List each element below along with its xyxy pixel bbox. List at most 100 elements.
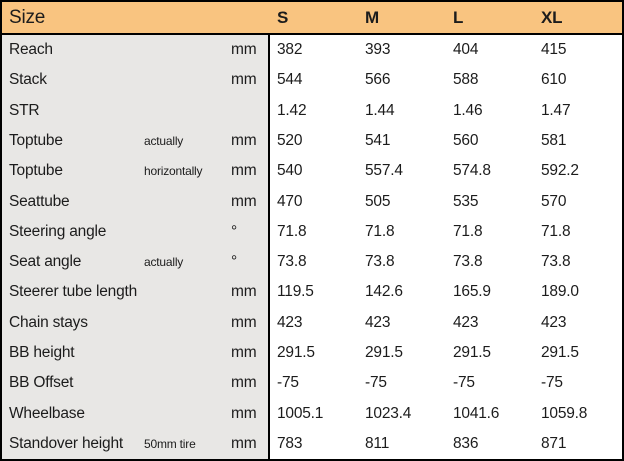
spec-value-l: 560	[446, 125, 534, 157]
spec-unit: mm	[231, 283, 257, 301]
spec-sublabel: horizontally	[144, 164, 203, 179]
spec-unit: °	[231, 253, 237, 271]
spec-value-m: 291.5	[358, 337, 446, 369]
spec-value-m: 566	[358, 65, 446, 96]
column-header-m: M	[365, 7, 379, 27]
spec-value-xl: 189.0	[534, 277, 622, 308]
spec-value-xl: 415	[534, 35, 622, 66]
spec-value-s: 1005.1	[270, 398, 358, 429]
table-body: Reach mm 382 393 404 415 Stack mm 544 56…	[2, 35, 622, 459]
spec-value-xl: 592.2	[534, 156, 622, 187]
spec-value-s: 470	[270, 186, 358, 217]
spec-label-group: Toptube horizontally mm	[2, 156, 270, 187]
spec-unit: mm	[231, 71, 257, 89]
table-row: Steerer tube length mm 119.5 142.6 165.9…	[2, 277, 622, 308]
spec-unit: mm	[231, 313, 257, 331]
spec-label: Toptube	[9, 162, 63, 180]
spec-value-m: 1023.4	[358, 398, 446, 429]
column-header-s: S	[277, 7, 289, 27]
spec-value-xl: 1.47	[534, 95, 622, 126]
spec-sublabel: actually	[144, 133, 184, 148]
column-header-l: L	[453, 7, 464, 27]
spec-label: Chain stays	[9, 313, 88, 331]
spec-label: Steerer tube length	[9, 283, 138, 301]
spec-value-l: 71.8	[446, 216, 534, 247]
spec-value-s: 540	[270, 156, 358, 187]
spec-value-m: 423	[358, 307, 446, 338]
table-row: Standover height 50mm tire mm 783 811 83…	[2, 428, 622, 459]
spec-value-m: 505	[358, 186, 446, 217]
spec-label: Standover height	[9, 434, 123, 452]
spec-value-s: 1.42	[270, 95, 358, 126]
size-header-title: Size	[9, 6, 46, 28]
spec-value-m: 71.8	[358, 216, 446, 247]
spec-label: Wheelbase	[9, 404, 85, 422]
spec-label-group: Standover height 50mm tire mm	[2, 428, 270, 459]
spec-label-group: Chain stays mm	[2, 307, 270, 338]
spec-value-s: 544	[270, 65, 358, 96]
spec-label: Seattube	[9, 192, 70, 210]
table-row: Toptube horizontally mm 540 557.4 574.8 …	[2, 156, 622, 187]
spec-sublabel: actually	[144, 255, 184, 270]
spec-label-group: Steering angle °	[2, 216, 270, 247]
spec-label-group: BB height mm	[2, 337, 270, 369]
spec-value-l: 291.5	[446, 337, 534, 369]
spec-label: BB height	[9, 343, 75, 361]
table-row: Wheelbase mm 1005.1 1023.4 1041.6 1059.8	[2, 398, 622, 429]
spec-sublabel: 50mm tire	[144, 436, 196, 451]
spec-value-l: 574.8	[446, 156, 534, 187]
spec-label: STR	[9, 101, 40, 119]
table-row: Seat angle actually ° 73.8 73.8 73.8 73.…	[2, 246, 622, 278]
spec-value-xl: 871	[534, 428, 622, 459]
spec-value-m: 73.8	[358, 246, 446, 278]
table-header-row: Size S M L XL	[2, 2, 622, 35]
spec-value-l: 1.46	[446, 95, 534, 126]
table-row: Steering angle ° 71.8 71.8 71.8 71.8	[2, 216, 622, 247]
spec-unit: mm	[231, 41, 257, 59]
spec-value-l: -75	[446, 368, 534, 399]
spec-value-s: 291.5	[270, 337, 358, 369]
spec-label: Seat angle	[9, 253, 82, 271]
spec-value-xl: 610	[534, 65, 622, 96]
table-row: Toptube actually mm 520 541 560 581	[2, 125, 622, 157]
spec-value-xl: 581	[534, 125, 622, 157]
spec-value-s: 71.8	[270, 216, 358, 247]
spec-unit: mm	[231, 192, 257, 210]
table-row: Seattube mm 470 505 535 570	[2, 186, 622, 217]
spec-label: Toptube	[9, 131, 63, 149]
spec-label-group: STR	[2, 95, 270, 126]
spec-value-l: 588	[446, 65, 534, 96]
spec-label-group: Stack mm	[2, 65, 270, 96]
spec-unit: mm	[231, 374, 257, 392]
table-row: Stack mm 544 566 588 610	[2, 65, 622, 96]
spec-value-xl: 73.8	[534, 246, 622, 278]
spec-value-m: 142.6	[358, 277, 446, 308]
spec-label-group: Reach mm	[2, 35, 270, 66]
spec-value-s: 73.8	[270, 246, 358, 278]
spec-value-s: -75	[270, 368, 358, 399]
spec-value-m: 811	[358, 428, 446, 459]
table-row: Chain stays mm 423 423 423 423	[2, 307, 622, 338]
spec-label-group: Seattube mm	[2, 186, 270, 217]
spec-value-m: 541	[358, 125, 446, 157]
spec-label: Steering angle	[9, 222, 107, 240]
spec-unit: mm	[231, 343, 257, 361]
spec-value-s: 783	[270, 428, 358, 459]
spec-unit: mm	[231, 434, 257, 452]
spec-label-group: Toptube actually mm	[2, 125, 270, 157]
spec-label: BB Offset	[9, 374, 74, 392]
spec-unit: mm	[231, 162, 257, 180]
spec-label-group: Wheelbase mm	[2, 398, 270, 429]
spec-value-xl: 291.5	[534, 337, 622, 369]
spec-value-l: 423	[446, 307, 534, 338]
spec-value-l: 1041.6	[446, 398, 534, 429]
spec-value-xl: 71.8	[534, 216, 622, 247]
spec-label-group: BB Offset mm	[2, 368, 270, 399]
column-header-xl: XL	[541, 7, 563, 27]
spec-unit: mm	[231, 404, 257, 422]
spec-label: Stack	[9, 71, 47, 89]
spec-value-l: 535	[446, 186, 534, 217]
spec-value-l: 165.9	[446, 277, 534, 308]
spec-value-s: 520	[270, 125, 358, 157]
